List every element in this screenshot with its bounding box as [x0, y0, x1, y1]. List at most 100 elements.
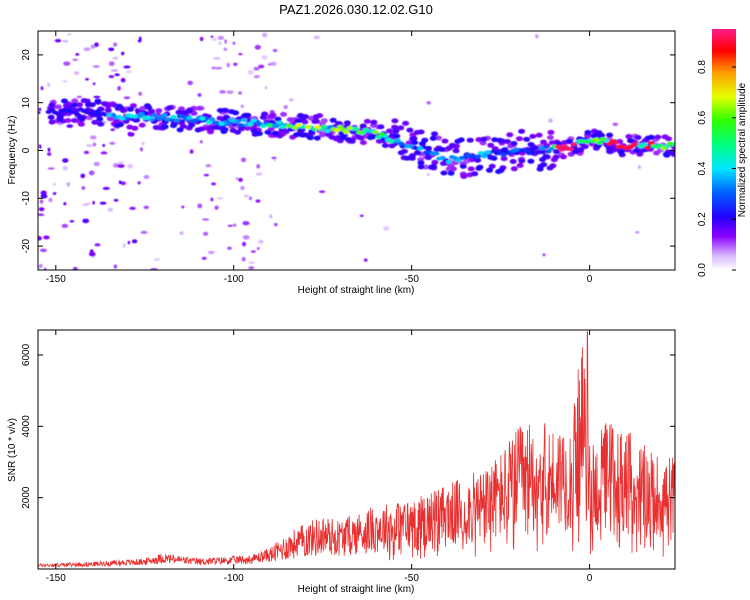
- spectrogram-cell: [518, 128, 526, 134]
- spectrogram-cell: [255, 131, 263, 137]
- spectrogram-cell: [570, 142, 578, 147]
- spectrogram-cell: [86, 144, 93, 148]
- spectrogram-cell: [99, 201, 107, 205]
- spectrogram-cell: [535, 132, 543, 138]
- spectrogram-cell: [247, 69, 254, 75]
- spectrogram-cell: [90, 135, 97, 140]
- spectrogram-cell: [72, 58, 79, 62]
- spectrogram-cell: [143, 174, 150, 180]
- spectrogram-cell: [94, 109, 102, 115]
- spectrogram-cell: [194, 127, 202, 133]
- spectrogram-cell: [131, 239, 138, 244]
- spectrogram-cell: [221, 107, 229, 113]
- spectrogram-cell: [271, 130, 279, 136]
- spectrogram-cell: [599, 137, 606, 142]
- spectrogram-cell: [397, 125, 405, 131]
- spectrogram-cell: [313, 118, 320, 124]
- spectrogram-cell: [88, 170, 95, 176]
- spectrogram-cell: [227, 246, 232, 250]
- spectrogram-cell: [559, 154, 567, 160]
- spectrogram-cell: [100, 151, 108, 155]
- spectrogram-cell: [83, 47, 91, 52]
- spectrogram-cell: [333, 128, 341, 133]
- spectrogram-cell: [141, 115, 148, 120]
- spectrogram-cell: [226, 90, 234, 95]
- spectrogram-cell: [80, 173, 86, 179]
- spectrogram-cell: [370, 119, 378, 125]
- spectrogram-cell: [644, 145, 651, 150]
- spectrogram-cell: [126, 124, 134, 130]
- spectrogram-cell: [423, 150, 430, 155]
- spectrogram-cell: [356, 130, 363, 135]
- spectrogram-cell: [217, 196, 224, 200]
- spectrogram-cell: [535, 150, 542, 155]
- spectrogram-cell: [253, 75, 260, 79]
- colorbar-label: Normalized spectral amplitude: [737, 82, 748, 217]
- spectrogram-cell: [93, 95, 101, 99]
- spectrogram-cell: [69, 220, 75, 223]
- spectrogram-cell: [486, 167, 493, 173]
- spectrogram-cell: [76, 95, 82, 99]
- spectrogram-cell: [269, 61, 277, 66]
- spectrogram-cell: [324, 132, 332, 138]
- spectrogram-cell: [411, 140, 419, 146]
- y-tick-label: 10: [21, 97, 32, 109]
- spectrogram-cell: [272, 48, 278, 53]
- spectrogram-cell: [73, 71, 80, 76]
- spectrogram-cell: [92, 142, 97, 147]
- spectrogram-cell: [500, 152, 507, 157]
- spectrogram-cell: [43, 235, 50, 240]
- spectrogram-cell: [363, 118, 371, 124]
- spectrogram-cell: [410, 136, 418, 141]
- spectrogram-cell: [279, 124, 286, 129]
- spectrogram-cell: [242, 220, 250, 226]
- spectrogram-cell: [189, 118, 196, 123]
- spectrogram-cell: [170, 114, 177, 119]
- spectrogram-cell: [122, 243, 126, 248]
- spectrogram-x-ticks: -150 -100 -50 0: [46, 31, 593, 285]
- spectrogram-cell: [199, 36, 204, 42]
- spectrogram-cell: [86, 202, 91, 206]
- y-tick-label: 4000: [21, 415, 32, 438]
- spectrogram-cell: [112, 56, 119, 60]
- spectrogram-cell: [474, 154, 482, 159]
- spectrogram-cell: [141, 141, 145, 146]
- spectrogram-cell: [108, 47, 115, 52]
- spectrogram-cell: [166, 105, 174, 111]
- spectrogram-cell: [431, 159, 439, 165]
- spectrogram-cell: [104, 107, 112, 113]
- spectrogram-cell: [362, 127, 369, 132]
- spectrogram-cell: [244, 125, 251, 131]
- spectrogram-cell: [378, 132, 385, 137]
- y-tick-label: 2000: [21, 486, 32, 509]
- y-tick-label: -10: [21, 191, 32, 206]
- spectrogram-cell: [250, 118, 257, 123]
- spectrogram-cell: [94, 42, 99, 48]
- spectrogram-cell: [62, 80, 68, 83]
- spectrogram-cell: [271, 156, 277, 160]
- spectrogram-cell: [536, 166, 544, 172]
- spectrogram-cell: [181, 205, 185, 209]
- x-tick-label: 0: [587, 274, 593, 285]
- spectrogram-cell: [205, 120, 212, 125]
- spectrogram-cell: [187, 80, 194, 86]
- spectrogram-cell: [114, 73, 120, 77]
- spectrogram-cell: [433, 151, 440, 156]
- spectrogram-cell: [381, 143, 389, 148]
- spectrogram-cell: [232, 223, 237, 227]
- colorbar-tick-label: 0.2: [697, 212, 708, 226]
- spectrogram-cell: [481, 154, 488, 159]
- spectrogram-cell: [572, 149, 580, 155]
- colorbar-tick-label: 0.8: [697, 60, 708, 74]
- spectrogram-cell: [113, 117, 121, 123]
- spectrogram-cell: [224, 39, 227, 44]
- spectrogram-cell: [226, 62, 230, 68]
- spectrogram-cell: [344, 137, 352, 142]
- spectrogram-cell: [125, 70, 132, 74]
- colorbar: 0.0 0.2 0.4 0.6 0.8 Normalized spectral ampl…: [697, 29, 748, 277]
- spectrogram-cell: [661, 134, 669, 140]
- spectrogram-cell: [189, 149, 194, 154]
- spectrogram-cell: [250, 128, 258, 134]
- spectrogram-cell: [112, 163, 120, 168]
